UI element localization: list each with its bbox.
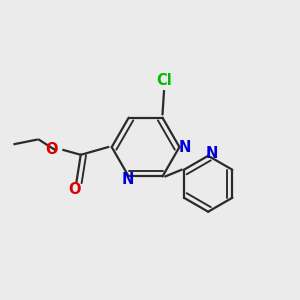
Text: Cl: Cl: [156, 74, 172, 88]
Text: O: O: [69, 182, 81, 197]
Text: N: N: [122, 172, 134, 187]
Text: N: N: [178, 140, 191, 154]
Text: O: O: [45, 142, 57, 157]
Text: N: N: [206, 146, 218, 161]
